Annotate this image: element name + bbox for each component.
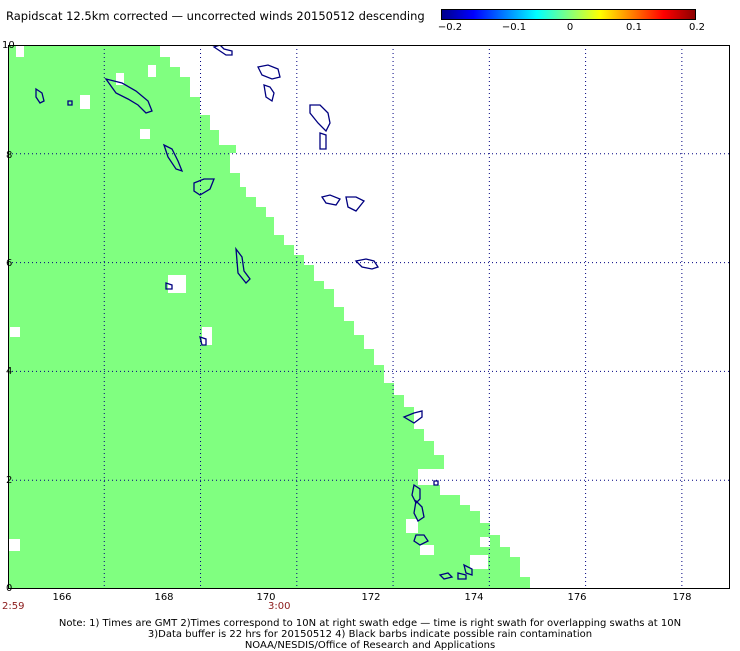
island-outline xyxy=(162,143,184,173)
island-outline xyxy=(320,194,341,206)
data-gap xyxy=(420,545,434,555)
island-outline xyxy=(212,45,233,56)
data-gap xyxy=(140,129,150,139)
colorbar-tick-label: −0.2 xyxy=(437,22,463,33)
y-axis-tick-label: 8 xyxy=(6,150,13,161)
footnote-line: 3)Data buffer is 22 hrs for 20150512 4) … xyxy=(147,629,593,640)
color-scale-bar xyxy=(441,9,696,20)
island-outline xyxy=(199,336,207,346)
island-outline xyxy=(402,410,423,424)
island-outline xyxy=(463,563,473,576)
map-plot-area xyxy=(8,45,730,589)
y-axis-tick-label: 6 xyxy=(6,258,13,269)
island-outline xyxy=(433,480,439,486)
x-axis-tick-label: 168 xyxy=(154,592,174,603)
data-gap xyxy=(16,45,24,57)
island-outline xyxy=(263,84,275,103)
island-outline xyxy=(413,534,429,546)
island-outline xyxy=(309,104,331,133)
x-axis-tick-label: 166 xyxy=(52,592,72,603)
island-outline xyxy=(165,282,173,290)
data-gap xyxy=(202,327,212,345)
y-axis-tick-label: 0 xyxy=(6,583,13,594)
y-axis-tick-label: 4 xyxy=(6,366,13,377)
data-gap xyxy=(148,65,156,77)
colorbar-tick-label: −0.1 xyxy=(501,22,527,33)
island-outline xyxy=(411,483,421,505)
island-outline xyxy=(345,196,366,212)
data-gap xyxy=(116,73,124,85)
plot-frame xyxy=(8,45,730,589)
y-axis-tick-label: 10 xyxy=(2,40,15,51)
island-outline xyxy=(257,64,281,80)
swath-time-label: 3:00 xyxy=(268,601,291,612)
island-outline xyxy=(413,499,425,522)
data-gap xyxy=(406,519,418,533)
x-axis-tick-label: 172 xyxy=(361,592,381,603)
x-axis-tick-label: 176 xyxy=(567,592,587,603)
x-axis-tick-label: 178 xyxy=(672,592,692,603)
colorbar-tick-label: 0.2 xyxy=(689,22,705,33)
x-axis-tick-label: 174 xyxy=(464,592,484,603)
data-gap xyxy=(480,537,490,547)
wind-swath-coverage xyxy=(8,45,530,589)
island-outline xyxy=(67,100,73,106)
map-title: Rapidscat 12.5km corrected — uncorrected… xyxy=(6,9,425,23)
island-outline xyxy=(319,132,327,150)
colorbar-tick-label: 0 xyxy=(566,22,574,33)
data-gap xyxy=(470,555,488,569)
footnote-line: Note: 1) Times are GMT 2)Times correspon… xyxy=(58,618,682,629)
island-outline xyxy=(235,246,251,284)
data-gap xyxy=(10,327,20,337)
data-gap xyxy=(8,539,20,551)
swath-time-label: 2:59 xyxy=(2,601,25,612)
island-outline xyxy=(457,572,467,580)
coastlines xyxy=(35,45,473,580)
island-outline xyxy=(438,572,454,580)
x-axis-tick-label: 170 xyxy=(256,592,276,603)
island-outline xyxy=(354,258,380,270)
data-gap xyxy=(80,95,90,109)
colorbar-tick-label: 0.1 xyxy=(626,22,642,33)
island-outline xyxy=(104,77,153,114)
footnote-credit: NOAA/NESDIS/Office of Research and Appli… xyxy=(244,640,496,651)
coordinate-grid xyxy=(8,45,730,589)
y-axis-tick-label: 2 xyxy=(6,475,13,486)
island-outline xyxy=(193,178,215,196)
island-outline xyxy=(35,87,45,104)
